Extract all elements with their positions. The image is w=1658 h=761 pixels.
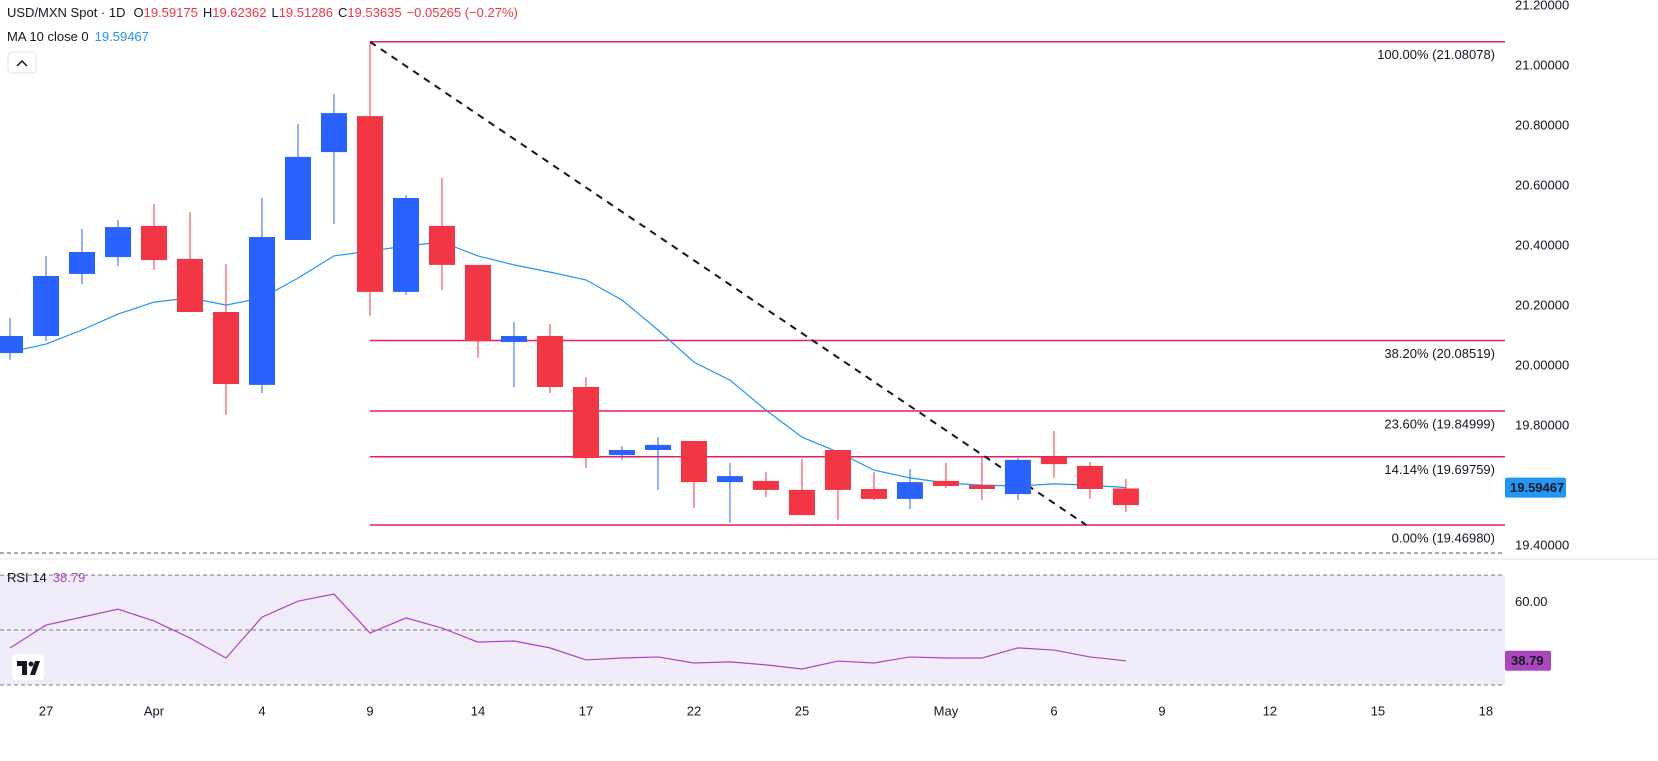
- x-tick-label: 6: [1050, 703, 1057, 718]
- ohlc-label: C: [338, 5, 347, 20]
- ma-value-tag: [1505, 477, 1566, 498]
- plot-layer: 100.00% (21.08078) 38.20% (20.08519) 23.60…: [0, 0, 1569, 718]
- ma-legend: MA 10 close 0 19.59467: [7, 29, 149, 44]
- x-tick-label: Apr: [144, 703, 165, 718]
- y-tick-label: 19.80000: [1515, 417, 1569, 432]
- candle-body: [536, 336, 563, 387]
- candle-body: [69, 252, 96, 274]
- candle-body: [896, 482, 923, 499]
- candle-body: [356, 116, 383, 292]
- x-tick-label: 12: [1263, 703, 1277, 718]
- candle-body: [464, 264, 491, 342]
- collapse-button[interactable]: [7, 51, 37, 74]
- candle-body: [932, 480, 959, 486]
- ohlc-label: O: [133, 5, 143, 20]
- x-tick-label: 17: [579, 703, 593, 718]
- rsi-value-tag: [1505, 650, 1551, 671]
- y-tick-label: 19.40000: [1515, 537, 1569, 552]
- rsi-name: RSI 14: [7, 570, 47, 585]
- y-tick-label: 20.80000: [1515, 117, 1569, 132]
- candle-body: [644, 444, 671, 450]
- x-tick-label: 4: [258, 703, 265, 718]
- candle-body: [716, 476, 743, 483]
- chart-title: USD/MXN Spot · 1D O19.59175 H19.62362 L19.5…: [7, 5, 518, 20]
- candle-body: [1076, 465, 1103, 489]
- ohlc-label: H: [203, 5, 212, 20]
- fib-label: 14.14% (19.69759): [1384, 462, 1495, 477]
- x-tick-label: 18: [1479, 703, 1493, 718]
- x-tick-label: 15: [1371, 703, 1385, 718]
- logo: [12, 654, 44, 680]
- ohlc-label: L: [271, 5, 278, 20]
- ma-value: 19.59467: [95, 29, 149, 44]
- y-tick-label: 20.20000: [1515, 297, 1569, 312]
- fib-label: 100.00% (21.08078): [1377, 47, 1495, 62]
- x-tick-label: 14: [471, 703, 485, 718]
- x-tick-label: May: [934, 703, 959, 718]
- y-tick-label: 20.40000: [1515, 237, 1569, 252]
- ma-value-tag-label: 19.59467: [1510, 480, 1564, 495]
- y-tick-label: 21.00000: [1515, 57, 1569, 72]
- fib-label: 38.20% (20.08519): [1384, 346, 1495, 361]
- candle-body: [608, 450, 635, 456]
- candle-body: [0, 336, 24, 354]
- logo-dot: [28, 661, 34, 667]
- button-frame[interactable]: [7, 51, 37, 74]
- rsi-value: 38.79: [53, 570, 86, 585]
- ma-name: MA 10 close 0: [7, 29, 89, 44]
- candle-body: [572, 387, 599, 459]
- candle-body: [105, 227, 132, 258]
- ohlc-value: 19.51286: [279, 5, 333, 20]
- logo-mark: [30, 661, 40, 675]
- candle-body: [788, 489, 815, 516]
- fib-label: 23.60% (19.84999): [1384, 416, 1495, 431]
- x-tick-label: 25: [795, 703, 809, 718]
- symbol: USD/MXN Spot · 1D: [7, 5, 125, 20]
- candle-body: [968, 485, 995, 489]
- candle-body: [1040, 456, 1067, 465]
- ohlc-value: 19.59175: [144, 5, 198, 20]
- candle-body: [248, 237, 275, 385]
- rsi-legend: RSI 14 38.79: [7, 570, 85, 585]
- candle-body: [33, 276, 60, 336]
- ohlc-value: 19.62362: [212, 5, 266, 20]
- fib-label: 0.00% (19.46980): [1392, 530, 1495, 545]
- y-tick-label: 60.00: [1515, 594, 1548, 609]
- y-tick-label: 20.00000: [1515, 357, 1569, 372]
- chevron-icon[interactable]: [16, 59, 28, 67]
- logo-mark: [17, 661, 27, 675]
- x-tick-label: 27: [39, 703, 53, 718]
- change: −0.05265 (−0.27%): [407, 5, 518, 20]
- y-tick-label: 21.20000: [1515, 0, 1569, 12]
- candle-body: [500, 336, 527, 342]
- candle-body: [428, 225, 455, 265]
- candle-body: [320, 113, 347, 153]
- x-tick-label: 9: [1158, 703, 1165, 718]
- candle-body: [1004, 459, 1031, 495]
- logo-bg: [12, 654, 44, 680]
- candle-body: [860, 489, 887, 499]
- rsi-line: [9, 593, 1127, 670]
- y-tick-label: 20.60000: [1515, 177, 1569, 192]
- x-tick-label: 9: [366, 703, 373, 718]
- candle-body: [392, 198, 419, 292]
- candle-body: [1112, 488, 1139, 506]
- candle-body: [140, 225, 167, 261]
- candle-body: [284, 156, 311, 240]
- x-tick-label: 22: [687, 703, 701, 718]
- candle-body: [752, 480, 779, 490]
- candle-body: [680, 441, 707, 483]
- candle-body: [212, 312, 239, 384]
- ohlc-value: 19.53635: [347, 5, 401, 20]
- candle-body: [176, 258, 203, 312]
- trend-line: [369, 40, 1087, 526]
- rsi-value-tag-label: 38.79: [1511, 653, 1544, 668]
- candle-body: [824, 450, 851, 490]
